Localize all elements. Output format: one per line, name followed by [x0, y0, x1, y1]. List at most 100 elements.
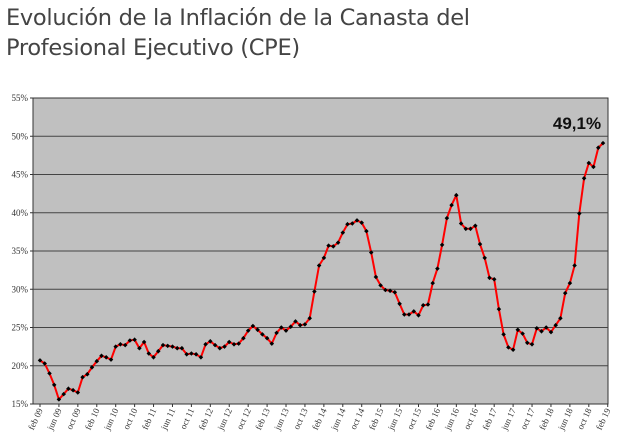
data-point: [222, 344, 227, 349]
data-point: [260, 332, 265, 337]
data-point: [572, 263, 577, 268]
x-tick-label: feb 14: [310, 406, 329, 431]
data-point: [534, 326, 540, 331]
data-point: [359, 220, 364, 225]
data-point: [283, 328, 289, 333]
data-point: [397, 301, 402, 307]
data-point: [515, 327, 521, 333]
chart-title-line-2: Profesional Ejecutivo (CPE): [6, 35, 300, 61]
data-point: [302, 322, 308, 327]
x-tick-label: feb 15: [367, 406, 386, 431]
x-tick-label: feb 11: [140, 407, 159, 432]
data-point: [321, 255, 327, 261]
y-tick-label: 45%: [12, 170, 29, 180]
data-point: [487, 275, 492, 281]
x-tick-label: feb 09: [26, 406, 45, 431]
data-point: [520, 331, 525, 336]
data-point: [75, 390, 81, 395]
data-point: [331, 244, 336, 249]
y-tick-label: 40%: [12, 208, 29, 218]
data-point: [217, 345, 223, 351]
data-point: [430, 280, 435, 286]
data-point: [132, 337, 137, 342]
data-point: [354, 218, 360, 223]
data-point: [118, 342, 123, 347]
data-point: [89, 365, 95, 370]
data-point: [307, 316, 312, 321]
data-point: [94, 358, 100, 364]
data-point: [529, 342, 535, 347]
data-point: [146, 351, 152, 356]
data-point: [274, 330, 279, 336]
data-point: [378, 283, 383, 288]
data-point: [411, 309, 417, 314]
data-point: [340, 230, 346, 235]
data-point: [510, 347, 516, 352]
markers-layer: [37, 140, 606, 402]
data-point: [506, 345, 511, 350]
x-tick-label: oct 15: [405, 406, 424, 431]
data-point: [463, 226, 469, 232]
data-point: [482, 255, 487, 261]
data-point: [350, 221, 355, 226]
x-axis-ticks: feb 09 jun 09 oct 09 feb 10 jun 10 oct 10 feb …: [26, 404, 613, 432]
data-point: [203, 342, 208, 347]
data-point: [496, 306, 502, 312]
data-point: [141, 339, 147, 345]
x-tick-label: jun 12: [215, 407, 234, 433]
data-point: [208, 339, 213, 344]
data-point: [255, 327, 260, 333]
data-point: [435, 266, 440, 271]
data-point: [103, 355, 109, 360]
y-tick-label: 25%: [12, 323, 29, 333]
x-tick-label: feb 17: [480, 406, 499, 431]
x-tick-label: oct 09: [64, 406, 83, 431]
data-point: [454, 192, 459, 198]
data-point: [297, 322, 303, 328]
data-point: [402, 312, 407, 317]
x-tick-label: feb 18: [537, 406, 556, 431]
data-point: [567, 280, 573, 286]
x-tick-label: jun 10: [101, 406, 120, 432]
data-point: [373, 274, 379, 280]
x-tick-label: feb 10: [83, 406, 102, 431]
x-tick-label: feb 19: [594, 406, 613, 431]
data-point: [85, 371, 90, 377]
data-point: [548, 329, 554, 335]
data-point: [345, 221, 350, 227]
x-tick-label: jun 13: [272, 406, 291, 432]
data-point: [293, 319, 298, 324]
x-tick-label: oct 10: [121, 406, 140, 431]
chart-title: Evolución de la Inflación de la Canasta …: [6, 3, 606, 63]
y-tick-label: 15%: [12, 399, 29, 409]
x-tick-label: oct 14: [348, 406, 367, 431]
data-point: [501, 332, 506, 337]
data-point: [525, 340, 530, 346]
data-point: [312, 289, 317, 294]
data-point: [553, 322, 558, 328]
chart-title-line-1: Evolución de la Inflación de la Canasta …: [6, 5, 470, 31]
data-point: [392, 290, 398, 295]
x-tick-label: jun 11: [158, 407, 177, 432]
y-axis-ticks: 15% 20% 25% 30% 35% 40% 45% 50% 55%: [12, 93, 33, 409]
x-tick-label: jun 18: [556, 406, 575, 432]
data-point: [170, 344, 175, 349]
x-tick-label: jun 14: [328, 406, 347, 432]
x-tick-label: feb 13: [253, 406, 272, 431]
gridlines: [33, 135, 608, 367]
y-tick-label: 35%: [12, 246, 29, 256]
y-tick-label: 20%: [12, 361, 29, 371]
x-tick-label: jun 17: [499, 406, 518, 432]
data-point: [420, 303, 426, 308]
data-point: [543, 325, 549, 330]
x-tick-label: feb 12: [196, 407, 215, 432]
data-point: [473, 223, 478, 229]
data-point: [288, 324, 293, 329]
data-point: [99, 353, 104, 359]
x-tick-label: oct 11: [178, 407, 196, 431]
data-point: [425, 302, 431, 307]
data-point: [231, 342, 237, 347]
x-tick-label: feb 16: [424, 406, 443, 431]
x-tick-label: jun 15: [385, 406, 404, 432]
data-point: [160, 342, 166, 348]
